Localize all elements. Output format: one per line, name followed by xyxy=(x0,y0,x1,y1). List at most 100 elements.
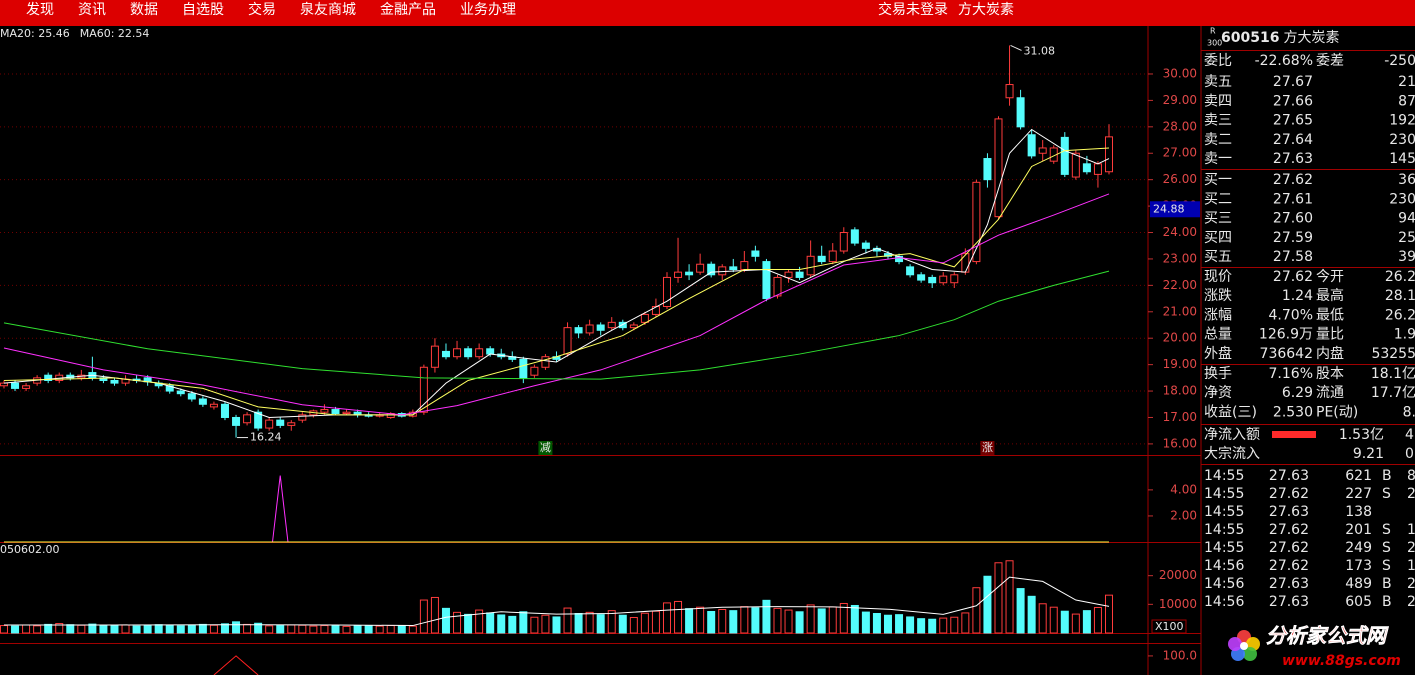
quote-cell: 27.63 xyxy=(1269,504,1309,520)
volume-bar xyxy=(729,610,738,634)
indicator-line xyxy=(3,147,1110,416)
volume-bar xyxy=(99,625,108,634)
menu-item[interactable]: 自选股 xyxy=(182,2,224,18)
volume-bar xyxy=(508,615,517,634)
volume-bar xyxy=(784,609,793,634)
volume-bar xyxy=(298,624,307,634)
quote-cell: 8 xyxy=(1407,468,1415,484)
candle-body xyxy=(861,242,870,249)
quote-cell: S xyxy=(1382,486,1391,502)
volume-bar xyxy=(651,610,660,634)
volume-bar xyxy=(607,610,616,634)
volume-bar xyxy=(872,613,881,634)
volume-bar xyxy=(342,625,351,634)
menu-item[interactable]: 资讯 xyxy=(78,2,106,18)
stock-code: 600516 xyxy=(1221,30,1279,46)
quote-cell: 卖二 xyxy=(1204,132,1232,148)
indicator-line xyxy=(3,128,1110,418)
volume-bar xyxy=(640,612,649,634)
menu-item[interactable]: 交易 xyxy=(248,1,276,18)
quote-cell: 2 xyxy=(1407,594,1415,610)
quote-cell: 53255 xyxy=(1371,346,1415,362)
candle-body xyxy=(110,379,119,384)
quote-cell: -22.68% xyxy=(1255,53,1313,69)
volume-bar xyxy=(618,614,627,634)
board-tag: 300 xyxy=(1207,39,1222,48)
y-tick-label: 17.00 xyxy=(1163,410,1197,424)
quote-cell: 2.530 xyxy=(1273,404,1313,420)
menu-item[interactable]: 业务办理 xyxy=(460,2,516,18)
quote-cell: 27.62 xyxy=(1273,172,1313,188)
quote-cell: 28.1 xyxy=(1385,288,1415,304)
candle-body xyxy=(773,276,782,297)
quote-cell: 卖一 xyxy=(1204,151,1232,167)
quote-cell: 收益(三) xyxy=(1204,404,1257,420)
quote-cell: S xyxy=(1382,540,1391,556)
candle-body xyxy=(243,414,252,424)
quote-cell: 1.9 xyxy=(1394,327,1415,343)
quote-cell: 26.2 xyxy=(1385,269,1415,285)
candle-body xyxy=(585,324,594,334)
quote-cell: 8. xyxy=(1403,404,1415,420)
volume-bar xyxy=(883,614,892,634)
candle-body xyxy=(574,327,583,334)
quote-cell: 涨幅 xyxy=(1204,307,1232,323)
menu-item[interactable]: 泉友商城 xyxy=(300,1,356,18)
quote-cell: 173 xyxy=(1345,558,1372,574)
candle-body xyxy=(232,416,241,426)
volume-bar xyxy=(397,625,406,634)
candle-body xyxy=(961,253,970,273)
volume-bar xyxy=(917,618,926,634)
volume-bar xyxy=(287,624,296,634)
volume-bar xyxy=(1093,606,1102,634)
candle-body xyxy=(906,266,915,276)
volume-bar xyxy=(674,600,683,634)
candle-body xyxy=(751,250,760,257)
quote-cell: 230 xyxy=(1389,191,1415,207)
quote-cell: 买四 xyxy=(1204,230,1232,246)
quote-cell: S xyxy=(1382,522,1391,538)
candle-body xyxy=(220,403,229,418)
volume-bar xyxy=(629,617,638,634)
candle-body xyxy=(1016,97,1025,128)
quote-cell: 外盘 xyxy=(1204,345,1232,362)
volume-bar xyxy=(55,623,64,634)
candle-body xyxy=(850,229,859,244)
watermark-url: www.88gs.com xyxy=(1282,653,1401,669)
volume-bar xyxy=(331,625,340,634)
watermark-title: 分析家公式网 xyxy=(1266,624,1389,648)
quote-cell: 145 xyxy=(1389,151,1415,167)
candle-body xyxy=(0,382,8,387)
candle-body xyxy=(640,313,649,323)
y-tick-label: 2.00 xyxy=(1170,508,1197,522)
quote-cell: 94 xyxy=(1398,211,1415,227)
volume-bar xyxy=(66,624,75,634)
candle-body xyxy=(298,414,307,421)
menu-item[interactable]: 金融产品 xyxy=(380,2,436,18)
volume-bar xyxy=(143,625,152,634)
candle-body xyxy=(44,374,53,381)
quote-cell: 1.24 xyxy=(1282,288,1313,304)
quote-cell: 27.59 xyxy=(1273,230,1313,246)
volume-bar xyxy=(220,623,229,634)
menu-item[interactable]: 数据 xyxy=(130,2,158,18)
low-label: 16.24 xyxy=(250,431,282,444)
login-status[interactable]: 交易未登录 xyxy=(878,1,948,18)
volume-bar xyxy=(0,625,8,634)
quote-cell: 最高 xyxy=(1316,287,1344,304)
volume-bar xyxy=(541,614,550,634)
quote-cell: 1.53亿 xyxy=(1339,427,1384,443)
indicator-line xyxy=(213,655,259,675)
quote-separators xyxy=(1201,50,1415,465)
volume-bar xyxy=(972,587,981,634)
legend-entry: MA20: 25.46 xyxy=(0,27,70,40)
quote-cell: 14:56 xyxy=(1204,576,1244,592)
quote-cell: 现价 xyxy=(1204,269,1232,285)
volume-bar xyxy=(353,625,362,634)
menu-item[interactable]: 发现 xyxy=(26,2,54,18)
candle-body xyxy=(486,348,495,355)
quote-cell: 27.62 xyxy=(1269,522,1309,538)
candle-body xyxy=(265,419,274,429)
stock-name: 方大炭素 xyxy=(1283,30,1339,46)
candle-body xyxy=(928,276,937,284)
